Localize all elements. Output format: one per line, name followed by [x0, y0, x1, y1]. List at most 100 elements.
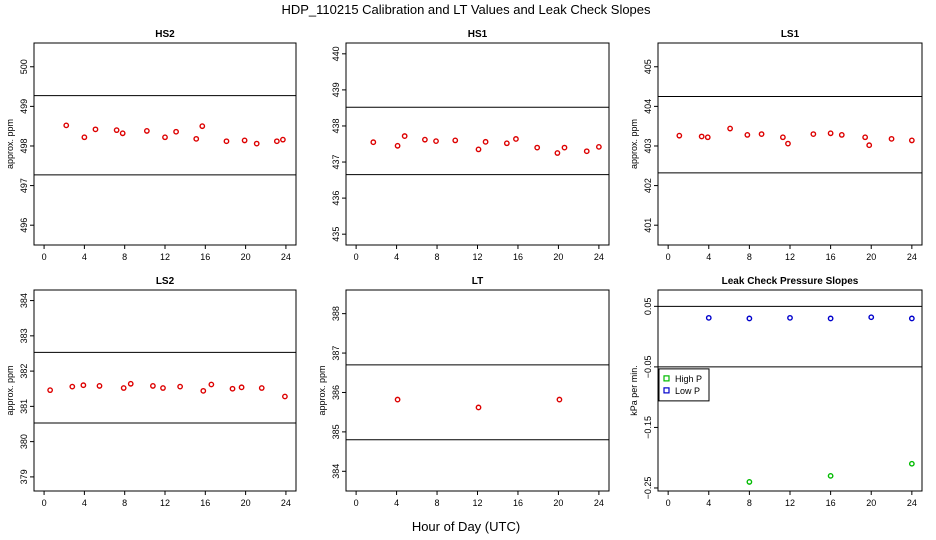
chart-panel-5: LT 0 4 8 12 16 20 24 384 385 386 387 388 approx. ppm: [317, 276, 610, 508]
data-point: [704, 134, 711, 141]
y-tick-label: 438: [331, 118, 341, 133]
x-tick-label: 24: [907, 498, 917, 508]
y-axis-label: approx. ppm: [629, 119, 639, 169]
legend-swatch: [663, 375, 670, 382]
chart-panel-4: LS2 0 4 8 12 16 20 24 379 380 381 382 383 384 approx. …: [5, 276, 297, 508]
x-tick-label: 24: [594, 498, 604, 508]
legend-label: Low P: [675, 386, 700, 396]
legend-label: High P: [675, 374, 702, 384]
x-tick-label: 4: [82, 252, 87, 262]
y-tick-label: 405: [643, 59, 653, 74]
data-point: [238, 384, 245, 391]
y-tick-label: −0.25: [643, 477, 653, 500]
data-point: [160, 385, 166, 391]
data-point: [96, 383, 103, 389]
data-point: [193, 135, 200, 142]
x-tick-label: 8: [747, 252, 752, 262]
data-point: [120, 385, 127, 391]
x-tick-label: 16: [200, 252, 210, 262]
data-point: [583, 148, 590, 155]
data-point: [92, 126, 99, 133]
data-point: [827, 472, 834, 479]
y-tick-label: 497: [19, 178, 29, 193]
data-point: [273, 138, 280, 145]
data-point: [785, 140, 791, 147]
panel-title: LS1: [781, 29, 800, 40]
panels-container: HS2 0 4 8 12 16 20 24 496 497 498 499 500 approx. ppm…: [5, 29, 923, 508]
data-point: [908, 137, 915, 144]
x-tick-label: 0: [666, 498, 671, 508]
data-point: [482, 138, 489, 145]
y-tick-label: 384: [331, 464, 341, 479]
x-tick-label: 4: [394, 498, 399, 508]
chart-panel-2: HS1 0 4 8 12 16 20 24 435 436 437 438 439 440: [331, 29, 610, 262]
data-point: [173, 128, 179, 135]
x-tick-label: 12: [785, 252, 795, 262]
data-point: [113, 127, 120, 134]
x-tick-label: 20: [241, 252, 251, 262]
data-point: [370, 139, 377, 146]
y-tick-label: 403: [643, 138, 653, 153]
y-tick-label: 437: [331, 155, 341, 170]
x-tick-label: 8: [122, 252, 127, 262]
x-tick-label: 16: [200, 498, 210, 508]
data-point: [162, 134, 168, 141]
x-tick-label: 0: [354, 252, 359, 262]
y-tick-label: −0.05: [643, 355, 653, 378]
data-point: [279, 136, 286, 143]
x-tick-label: 20: [241, 498, 251, 508]
chart-panel-3: LS1 0 4 8 12 16 20 24 401 402 403 404 405 approx. ppm: [629, 29, 923, 262]
data-point: [127, 380, 134, 387]
y-tick-label: 388: [331, 306, 341, 321]
data-point: [229, 385, 236, 392]
data-point: [513, 136, 519, 142]
data-point: [868, 314, 875, 321]
data-point: [253, 140, 260, 147]
data-point: [908, 460, 915, 467]
plot-frame: [345, 42, 610, 246]
data-point: [282, 393, 288, 400]
data-point: [810, 131, 817, 137]
x-tick-label: 0: [42, 252, 47, 262]
panel-title: Leak Check Pressure Slopes: [722, 276, 859, 287]
y-tick-label: 440: [331, 46, 341, 61]
y-tick-label: 499: [19, 99, 29, 114]
y-axis-label: approx. ppm: [317, 365, 327, 415]
x-tick-label: 20: [866, 252, 876, 262]
data-point: [556, 396, 563, 403]
x-tick-label: 20: [553, 498, 563, 508]
data-point: [554, 150, 561, 156]
y-tick-label: 436: [331, 191, 341, 206]
data-point: [908, 315, 915, 322]
x-tick-label: 8: [747, 498, 752, 508]
y-tick-label: 498: [19, 138, 29, 153]
x-tick-label: 8: [122, 498, 127, 508]
y-tick-label: −0.15: [643, 416, 653, 439]
data-point: [63, 122, 70, 129]
x-tick-label: 4: [706, 252, 711, 262]
legend: High P Low P: [658, 368, 710, 402]
data-point: [143, 128, 150, 134]
data-point: [758, 131, 765, 137]
x-tick-label: 24: [907, 252, 917, 262]
data-point: [787, 314, 793, 321]
y-tick-label: 387: [331, 346, 341, 361]
plot-frame: [33, 289, 297, 492]
y-tick-label: 401: [643, 218, 653, 233]
x-tick-label: 8: [435, 498, 440, 508]
data-point: [394, 142, 401, 149]
x-tick-label: 12: [160, 252, 170, 262]
x-tick-label: 12: [160, 498, 170, 508]
y-tick-label: 435: [331, 227, 341, 242]
y-axis-label: approx. ppm: [5, 119, 15, 169]
x-tick-label: 4: [706, 498, 711, 508]
data-point: [177, 383, 184, 390]
data-point: [705, 314, 712, 321]
data-point: [595, 143, 602, 150]
data-point: [69, 383, 76, 390]
data-point: [746, 479, 753, 485]
data-point: [199, 123, 206, 130]
y-tick-label: 379: [19, 469, 29, 484]
x-tick-label: 4: [82, 498, 87, 508]
